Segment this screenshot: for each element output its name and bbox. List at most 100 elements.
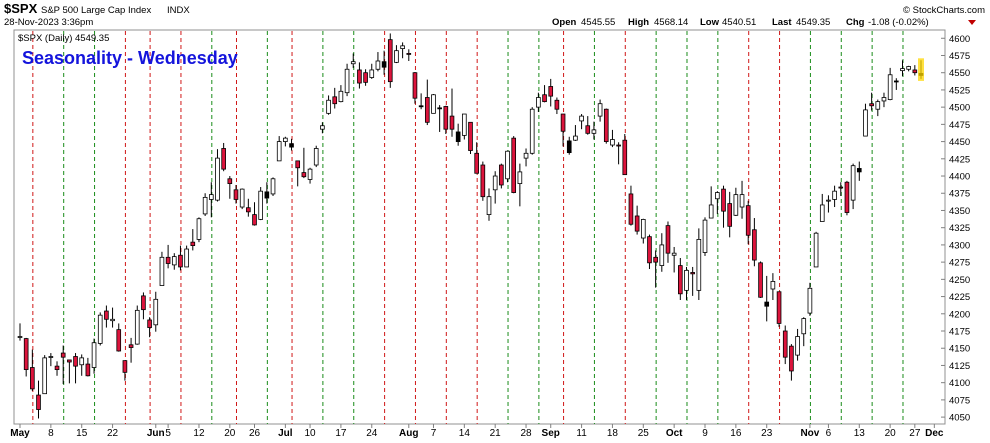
candle-body — [134, 309, 140, 345]
y-tick-label: 4175 — [949, 327, 970, 338]
candle-body — [412, 72, 418, 99]
y-tick-label: 4275 — [949, 258, 970, 269]
candle-body — [301, 172, 307, 178]
candle-body — [523, 152, 529, 159]
candle-body — [566, 140, 572, 154]
candle-body — [616, 144, 621, 147]
candle-body — [375, 60, 381, 70]
candle-body — [147, 319, 152, 328]
candle-body — [900, 68, 905, 72]
candle-body — [789, 345, 794, 372]
candle-body — [381, 61, 387, 68]
candle-body — [165, 256, 171, 264]
candle-body — [54, 365, 60, 370]
y-tick-label: 4350 — [949, 206, 970, 217]
candle-body — [819, 204, 825, 222]
candle-body — [215, 157, 220, 201]
candle-body — [856, 168, 862, 173]
candle-body — [727, 203, 733, 227]
candle-body — [554, 99, 560, 110]
candle-body — [246, 207, 251, 213]
candle-body — [585, 125, 591, 134]
x-tick-label: Dec — [925, 428, 944, 438]
candle-body — [283, 137, 288, 142]
candle-body — [869, 103, 874, 107]
candle-body — [110, 318, 115, 322]
x-tick-label: 5 — [165, 428, 171, 438]
candle-body — [474, 152, 479, 174]
candle-body — [190, 241, 196, 246]
candle-body — [289, 143, 294, 148]
candle-body — [622, 139, 628, 176]
candle-body — [640, 219, 646, 239]
candle-body — [647, 236, 652, 264]
candle-body — [73, 356, 78, 367]
candle-body — [431, 94, 436, 114]
candle-body — [863, 109, 868, 137]
x-tick-label: 16 — [730, 428, 742, 438]
candle-body — [696, 238, 702, 291]
candle-body — [67, 359, 72, 363]
y-tick-label: 4100 — [949, 378, 970, 389]
stockcharts-credit: © StockCharts.com — [903, 5, 985, 16]
down-arrow-icon — [968, 20, 976, 25]
candle-body — [480, 164, 486, 198]
x-tick-label: 9 — [702, 428, 708, 438]
x-tick-label: 24 — [366, 428, 378, 438]
exchange-label: INDX — [167, 5, 190, 16]
x-tick-label: 7 — [431, 428, 437, 438]
candle-body — [338, 90, 344, 103]
candle-body — [745, 205, 751, 236]
candle-body — [159, 256, 165, 286]
candle-body — [455, 131, 461, 142]
candle-body — [690, 272, 695, 275]
candle-body — [702, 219, 708, 253]
candle-body — [60, 352, 66, 358]
x-tick-label: Sep — [542, 428, 560, 438]
candle-body — [313, 148, 319, 166]
candle-body — [141, 295, 146, 311]
chg-label: Chg — [846, 17, 865, 28]
legend-label: $SPX (Daily) 4549.35 — [18, 33, 109, 44]
candle-body — [270, 178, 276, 195]
x-tick-label: 11 — [576, 428, 587, 438]
x-tick-label: 6 — [826, 428, 832, 438]
candle-body — [17, 336, 23, 338]
candle-body — [424, 97, 430, 123]
candle-body — [276, 141, 282, 162]
candle-body — [739, 194, 745, 208]
candle-body — [807, 287, 813, 314]
candle-body — [97, 314, 103, 344]
candle-body — [486, 196, 492, 216]
candle-body — [628, 193, 634, 225]
x-axis: May 8 15 22 Jun 5 12 20 26 Jul 10 17 24 Aug 7 14 21 28 Sep… — [10, 424, 944, 439]
candle-body — [875, 101, 881, 110]
candle-body — [252, 214, 257, 226]
candle-body — [264, 191, 270, 199]
candle-body — [468, 121, 473, 151]
y-tick-label: 4300 — [949, 240, 970, 251]
x-tick-label: 27 — [909, 428, 921, 438]
candle-body — [560, 113, 566, 132]
candle-body — [23, 338, 29, 370]
y-tick-label: 4325 — [949, 223, 970, 234]
last-label: Last — [772, 17, 792, 28]
low-value: 4540.51 — [722, 17, 756, 28]
y-tick-label: 4075 — [949, 395, 970, 406]
y-tick-label: 4250 — [949, 275, 970, 286]
candle-body — [153, 298, 159, 326]
x-tick-label: 13 — [854, 428, 866, 438]
y-tick-label: 4600 — [949, 34, 970, 45]
x-tick-label: Jul — [278, 428, 293, 438]
x-tick-label: 23 — [761, 428, 773, 438]
candle-body — [326, 99, 331, 114]
candle-body — [715, 192, 720, 200]
x-tick-label: Oct — [666, 428, 683, 438]
x-tick-label: Nov — [800, 428, 819, 438]
candle-body — [758, 262, 763, 298]
x-tick-label: 22 — [107, 428, 119, 438]
candle-body — [350, 61, 356, 65]
y-tick-label: 4150 — [949, 344, 970, 355]
